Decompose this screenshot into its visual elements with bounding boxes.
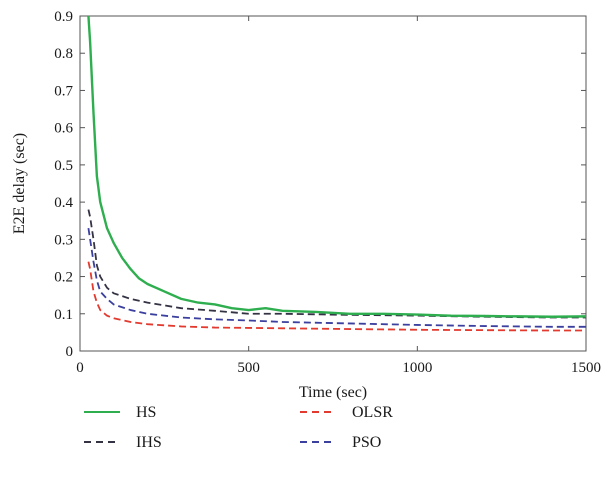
series-line-hs xyxy=(87,15,587,318)
legend-label-olsr: OLSR xyxy=(352,404,393,421)
y-tick-label: 0.8 xyxy=(54,46,73,62)
y-tick-label: 0.2 xyxy=(54,270,73,286)
plot-border xyxy=(79,15,587,352)
legend-label-hs: HS xyxy=(136,404,156,421)
legend-label-pso: PSO xyxy=(352,434,381,451)
x-tick-label: 1500 xyxy=(571,360,601,376)
x-tick-label: 0 xyxy=(76,360,84,376)
y-tick-label: 0.9 xyxy=(54,9,73,25)
series-line-pso xyxy=(87,228,586,328)
series-line-olsr xyxy=(87,261,586,332)
plot-frame xyxy=(79,15,587,352)
y-tick-label: 0.5 xyxy=(54,158,73,174)
series-layer xyxy=(87,15,587,332)
y-tick-label: 0.7 xyxy=(54,83,73,99)
y-tick-label: 0.3 xyxy=(54,232,73,248)
y-tick-label: 0.1 xyxy=(54,307,73,323)
tick-layer: 0 500 1000 1500 0 0.1 0.2 0.3 0.4 0.5 0.6 0.7 0.8 0.9 xyxy=(54,9,601,376)
y-tick-label: 0 xyxy=(66,344,74,360)
legend: HS IHS OLSR PSO xyxy=(84,404,393,451)
legend-label-ihs: IHS xyxy=(136,434,162,451)
y-tick-label: 0.6 xyxy=(54,121,73,137)
x-tick-label: 500 xyxy=(237,360,260,376)
series-line-ihs xyxy=(87,209,586,319)
y-axis-label: E2E delay (sec) xyxy=(11,133,28,234)
x-axis-label: Time (sec) xyxy=(299,384,367,401)
x-tick-label: 1000 xyxy=(402,360,432,376)
y-tick-label: 0.4 xyxy=(54,195,73,211)
